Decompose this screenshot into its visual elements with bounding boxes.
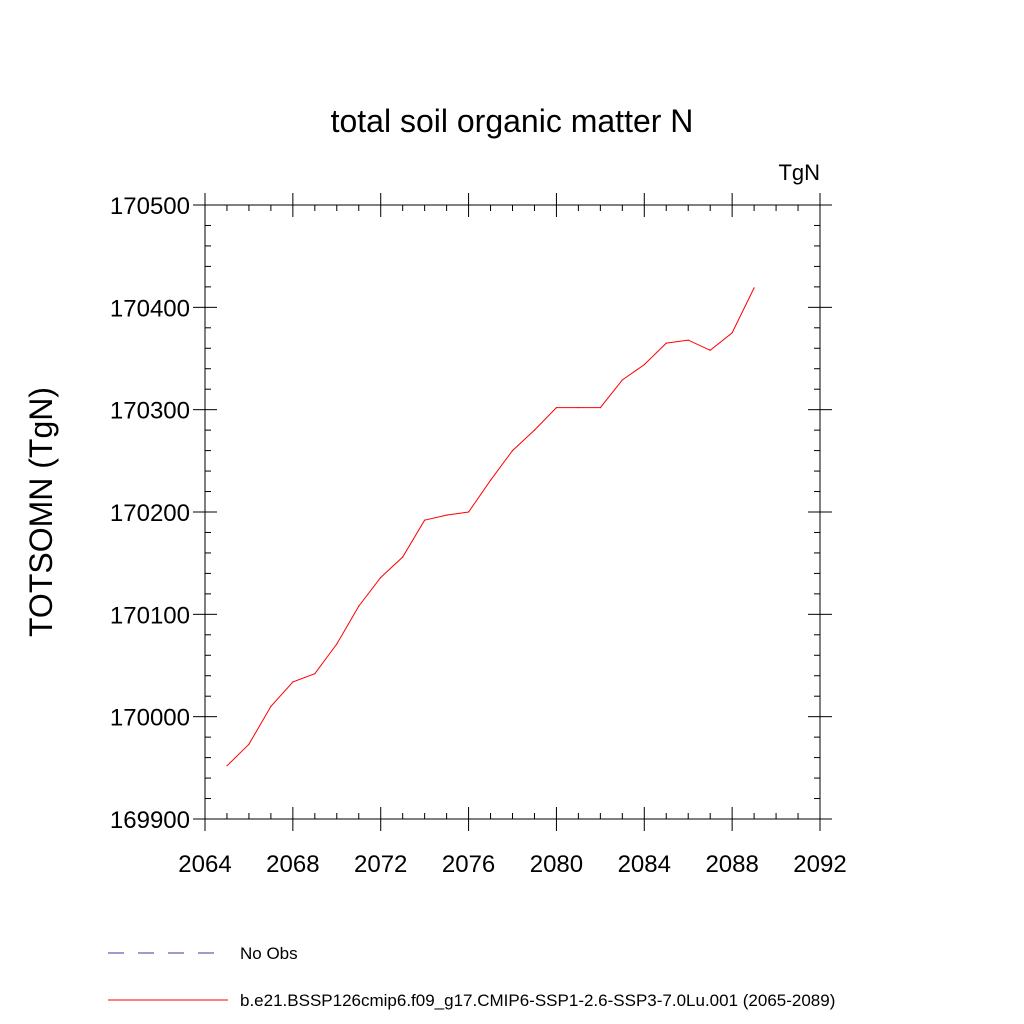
y-axis-label: TOTSOMN (TgN) [23,387,59,637]
data-point [665,342,667,344]
x-tick-label: 2064 [178,851,231,878]
x-tick-label: 2092 [793,851,846,878]
data-point [402,556,404,558]
data-point [424,519,426,521]
y-tick-label: 170000 [110,705,190,732]
data-point [468,511,470,513]
y-tick-label: 170200 [110,500,190,527]
data-point [270,705,272,708]
data-point [709,349,711,351]
units-label: TgN [778,160,820,185]
data-point [358,605,360,607]
data-point [380,576,382,579]
data-point [248,743,250,745]
data-point [489,479,492,481]
legend-label: No Obs [240,944,298,963]
data-point [446,514,448,516]
data-point [226,765,228,767]
data-point [533,429,536,431]
data-point [314,673,316,675]
series-line [226,287,755,767]
data-point [577,407,580,409]
data-point [687,339,689,341]
x-tick-label: 2080 [530,851,583,878]
data-point [731,332,733,334]
data-point [753,287,755,289]
legend: No Obs b.e21.BSSP126cmip6.f09_g17.CMIP6-S… [108,944,835,1010]
axis-ticks: 2064 2068 2072 2076 2080 2084 2088 2092 169900 17… [110,193,847,878]
data-point [511,450,514,452]
y-tick-label: 170500 [110,193,190,220]
x-tick-label: 2088 [705,851,758,878]
chart-title: total soil organic matter N [331,103,694,139]
data-point [555,407,558,409]
data-point [643,364,645,366]
x-tick-label: 2076 [442,851,495,878]
data-point [599,407,602,409]
data-point [292,681,294,683]
y-tick-label: 170300 [110,398,190,425]
data-point [621,379,623,381]
y-tick-label: 170100 [110,602,190,629]
series-layer [226,287,755,767]
x-tick-label: 2068 [266,851,319,878]
data-point [336,643,338,645]
plot-frame [204,204,821,820]
x-tick-label: 2072 [354,851,407,878]
y-tick-label: 170400 [110,295,190,322]
x-tick-label: 2084 [618,851,671,878]
legend-label: b.e21.BSSP126cmip6.f09_g17.CMIP6-SSP1-2.… [240,991,835,1010]
y-tick-label: 169900 [110,807,190,834]
